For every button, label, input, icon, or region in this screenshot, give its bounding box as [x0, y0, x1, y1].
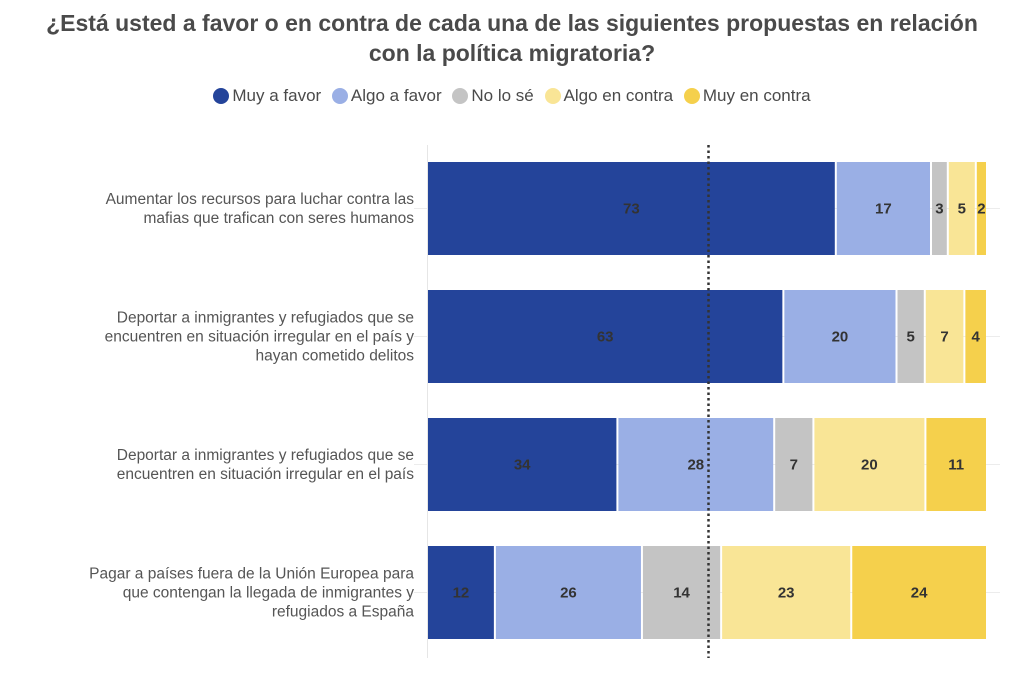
bar-segment [495, 546, 641, 639]
category-label: Pagar a países fuera de la Unión Europea… [89, 566, 414, 583]
legend: Muy a favor Algo a favor No lo sé Algo e… [0, 86, 1024, 109]
data-label: 7 [940, 329, 948, 346]
data-label: 34 [514, 457, 531, 474]
bar-segment [722, 546, 851, 639]
legend-label: No lo sé [471, 86, 534, 105]
data-label: 23 [778, 585, 795, 602]
bar-segment [925, 290, 964, 383]
data-label: 11 [948, 457, 964, 474]
data-label: 5 [958, 201, 966, 218]
bar-segment [965, 290, 986, 383]
data-label: 5 [906, 329, 914, 346]
bar-segment [976, 162, 986, 255]
data-label: 20 [832, 329, 849, 346]
bar-segment [814, 418, 925, 511]
legend-swatch-icon [331, 88, 348, 104]
category-label: encuentren en situación irregular en el … [117, 466, 415, 483]
data-label: 28 [687, 457, 704, 474]
bar-segment [618, 418, 774, 511]
data-label: 12 [453, 585, 470, 602]
legend-label: Muy a favor [232, 86, 322, 105]
bar-segment [428, 162, 835, 255]
bar-segment [926, 418, 986, 511]
category-label: mafias que trafican con seres humanos [143, 210, 414, 227]
legend-swatch-icon [452, 88, 469, 104]
data-label: 4 [972, 329, 981, 346]
data-label: 24 [911, 585, 928, 602]
bar-segment [775, 418, 813, 511]
category-label: que contengan la llegada de inmigrantes … [123, 585, 415, 602]
category-label: refugiados a España [272, 604, 415, 621]
bar-segment [428, 418, 617, 511]
legend-item-muy-a-favor: Muy a favor [213, 86, 321, 106]
legend-item-no-lo-se: No lo sé [452, 86, 534, 106]
data-label: 2 [977, 201, 985, 218]
bar-segment [852, 546, 986, 639]
legend-swatch-icon [683, 88, 700, 104]
data-label: 14 [673, 585, 690, 602]
data-label: 20 [861, 457, 878, 474]
legend-item-muy-en-contra: Muy en contra [683, 86, 811, 106]
category-label: Deportar a inmigrantes y refugiados que … [117, 447, 414, 464]
data-label: 26 [560, 585, 577, 602]
data-label: 73 [623, 201, 640, 218]
legend-item-algo-en-contra: Algo en contra [544, 86, 674, 106]
bar-segment [428, 546, 494, 639]
bar-segment [836, 162, 930, 255]
data-label: 17 [875, 201, 892, 218]
category-label: Aumentar los recursos para luchar contra… [106, 191, 415, 208]
category-label: hayan cometido delitos [255, 348, 414, 365]
chart-title-line-2: con la política migratoria? [368, 40, 656, 66]
bar-segment [428, 290, 783, 383]
legend-label: Algo en contra [563, 86, 674, 105]
bar-segment [948, 162, 975, 255]
legend-swatch-icon [213, 88, 230, 104]
chart-title-line-1: ¿Está usted a favor o en contra de cada … [46, 10, 978, 36]
data-label: 3 [935, 201, 943, 218]
data-label: 7 [790, 457, 798, 474]
category-label: encuentren en situación irregular en el … [105, 329, 415, 346]
bar-segment [784, 290, 896, 383]
category-label: Deportar a inmigrantes y refugiados que … [117, 310, 414, 327]
legend-swatch-icon [544, 88, 561, 104]
legend-item-algo-a-favor: Algo a favor [331, 86, 442, 106]
bar-segment [897, 290, 924, 383]
legend-label: Muy en contra [702, 86, 811, 105]
data-label: 63 [597, 329, 614, 346]
bar-segment [932, 162, 947, 255]
chart-title: ¿Está usted a favor o en contra de cada … [0, 8, 1024, 68]
legend-label: Algo a favor [350, 86, 442, 105]
